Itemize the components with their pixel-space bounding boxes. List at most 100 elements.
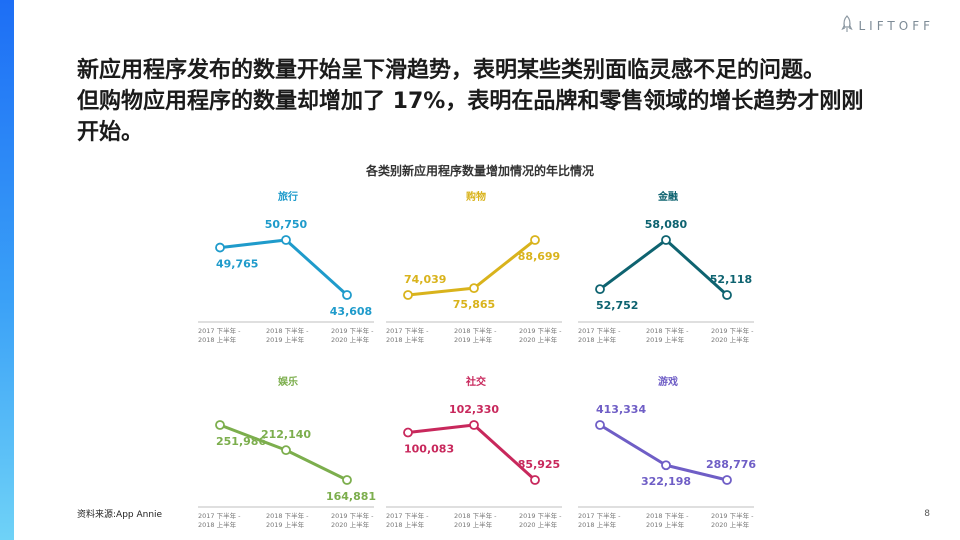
brand-logo: LIFTOFF bbox=[840, 15, 935, 37]
line-chart-social: 100,083 102,330 85,925 2017 下半年 -2018 上半年 20… bbox=[386, 403, 562, 529]
left-accent-bar bbox=[0, 0, 14, 540]
data-label: 102,330 bbox=[449, 403, 499, 416]
data-label: 88,699 bbox=[518, 250, 560, 263]
tick-label: 2018 下半年 - bbox=[454, 326, 497, 335]
data-label: 100,083 bbox=[404, 443, 454, 456]
tick-label: 2019 下半年 - bbox=[331, 511, 374, 520]
source-note: 资料来源:App Annie bbox=[77, 510, 163, 520]
headline-line-3: 开始。 bbox=[77, 120, 144, 145]
data-point bbox=[215, 242, 225, 253]
panel-title: 娱乐 bbox=[278, 377, 298, 388]
headline: 新应用程序发布的数量开始呈下滑趋势，表明某些类别面临灵感不足的问题。 但购物应用… bbox=[77, 55, 937, 148]
data-label: 251,986 bbox=[216, 435, 266, 448]
panel-title: 金融 bbox=[658, 192, 678, 203]
tick-label: 2020 上半年 bbox=[331, 335, 370, 344]
chart-panel-travel: 旅行 49,765 50,750 43,608 2017 下半年 -2018 上半年 2… bbox=[198, 188, 378, 353]
tick-label: 2018 下半年 - bbox=[454, 511, 497, 520]
tick-label: 2019 上半年 bbox=[454, 520, 493, 529]
data-point bbox=[469, 283, 479, 294]
tick-label: 2018 下半年 - bbox=[266, 511, 309, 520]
data-point bbox=[595, 420, 605, 430]
panel-title: 购物 bbox=[466, 192, 486, 203]
data-label: 212,140 bbox=[261, 428, 311, 441]
tick-label: 2019 下半年 - bbox=[331, 326, 374, 335]
data-label: 52,118 bbox=[710, 273, 752, 286]
chart-panel-social: 社交 100,083 102,330 85,925 2017 下半年 -2018 上半… bbox=[386, 373, 566, 538]
series-line bbox=[598, 238, 729, 297]
tick-label: 2018 上半年 bbox=[386, 520, 425, 529]
tick-label: 2020 上半年 bbox=[711, 520, 750, 529]
line-chart-games: 413,334 322,198 288,776 2017 下半年 -2018 上半年 2… bbox=[578, 403, 756, 529]
data-point bbox=[661, 460, 671, 471]
line-chart-shopping: 74,039 75,865 88,699 2017 下半年 -2018 上半年 2018… bbox=[386, 235, 562, 344]
data-point bbox=[342, 290, 352, 300]
tick-label: 2017 下半年 - bbox=[198, 326, 241, 335]
tick-label: 2018 上半年 bbox=[198, 520, 237, 529]
chart-panel-entertainment: 娱乐 251,986 212,140 164,881 2017 下半年 -2018 上… bbox=[198, 373, 378, 538]
tick-label: 2020 上半年 bbox=[519, 335, 558, 344]
tick-label: 2018 上半年 bbox=[578, 520, 617, 529]
data-label: 85,925 bbox=[518, 458, 560, 471]
series-line bbox=[598, 423, 729, 482]
page-number: 8 bbox=[924, 509, 930, 519]
tick-label: 2020 上半年 bbox=[711, 335, 750, 344]
chart-panel-finance: 金融 52,752 58,080 52,118 2017 下半年 -2018 上半年 2… bbox=[578, 188, 758, 353]
chart-title: 各类别新应用程序数量增加情况的年比情况 bbox=[365, 164, 594, 178]
headline-line-1: 新应用程序发布的数量开始呈下滑趋势，表明某些类别面临灵感不足的问题。 bbox=[77, 58, 826, 83]
rocket-icon bbox=[840, 15, 853, 37]
tick-label: 2019 下半年 - bbox=[519, 511, 562, 520]
data-point bbox=[281, 445, 291, 456]
tick-label: 2018 下半年 - bbox=[646, 326, 689, 335]
panel-title: 旅行 bbox=[278, 192, 298, 203]
tick-label: 2020 上半年 bbox=[519, 520, 558, 529]
tick-label: 2019 下半年 - bbox=[711, 511, 754, 520]
data-point bbox=[215, 420, 225, 430]
data-label: 413,334 bbox=[596, 403, 646, 416]
chart-panel-shopping: 购物 74,039 75,865 88,699 2017 下半年 -2018 上半年 2… bbox=[386, 188, 566, 353]
tick-label: 2018 下半年 - bbox=[266, 326, 309, 335]
tick-label: 2019 上半年 bbox=[454, 335, 493, 344]
headline-line-2: 但购物应用程序的数量却增加了 17%，表明在品牌和零售领域的增长趋势才刚刚 bbox=[77, 89, 864, 114]
tick-label: 2019 上半年 bbox=[266, 335, 305, 344]
chart-panel-games: 游戏 413,334 322,198 288,776 2017 下半年 -2018 上… bbox=[578, 373, 758, 538]
data-point bbox=[595, 284, 605, 295]
data-point bbox=[403, 427, 413, 438]
data-point bbox=[342, 475, 352, 485]
tick-label: 2019 上半年 bbox=[646, 335, 685, 344]
tick-label: 2018 下半年 - bbox=[646, 511, 689, 520]
data-label: 288,776 bbox=[706, 458, 756, 471]
tick-label: 2018 上半年 bbox=[198, 335, 237, 344]
line-chart-travel: 49,765 50,750 43,608 2017 下半年 -2018 上半年 2018… bbox=[198, 218, 374, 344]
data-label: 164,881 bbox=[326, 490, 376, 503]
tick-label: 2020 上半年 bbox=[331, 520, 370, 529]
panel-title: 游戏 bbox=[658, 377, 678, 388]
data-point bbox=[530, 475, 540, 485]
logo-text: LIFTOFF bbox=[858, 19, 934, 33]
line-chart-finance: 52,752 58,080 52,118 2017 下半年 -2018 上半年 2018… bbox=[578, 218, 754, 344]
tick-label: 2019 上半年 bbox=[646, 520, 685, 529]
panel-title: 社交 bbox=[466, 377, 486, 388]
tick-label: 2017 下半年 - bbox=[198, 511, 241, 520]
data-label: 50,750 bbox=[265, 218, 308, 231]
data-label: 49,765 bbox=[216, 258, 258, 271]
tick-label: 2018 上半年 bbox=[386, 335, 425, 344]
data-label: 75,865 bbox=[453, 298, 495, 311]
data-label: 74,039 bbox=[404, 273, 446, 286]
data-point bbox=[403, 290, 413, 300]
data-point bbox=[530, 235, 540, 245]
tick-label: 2017 下半年 - bbox=[386, 326, 429, 335]
tick-label: 2019 下半年 - bbox=[711, 326, 754, 335]
data-point bbox=[281, 235, 291, 245]
tick-label: 2019 下半年 - bbox=[519, 326, 562, 335]
data-point bbox=[722, 475, 732, 485]
tick-label: 2018 上半年 bbox=[578, 335, 617, 344]
tick-label: 2019 上半年 bbox=[266, 520, 305, 529]
data-point bbox=[469, 420, 479, 430]
data-point bbox=[661, 235, 671, 245]
data-label: 322,198 bbox=[641, 475, 691, 488]
tick-label: 2017 下半年 - bbox=[578, 511, 621, 520]
tick-label: 2017 下半年 - bbox=[386, 511, 429, 520]
tick-label: 2017 下半年 - bbox=[578, 326, 621, 335]
data-label: 43,608 bbox=[330, 305, 372, 318]
